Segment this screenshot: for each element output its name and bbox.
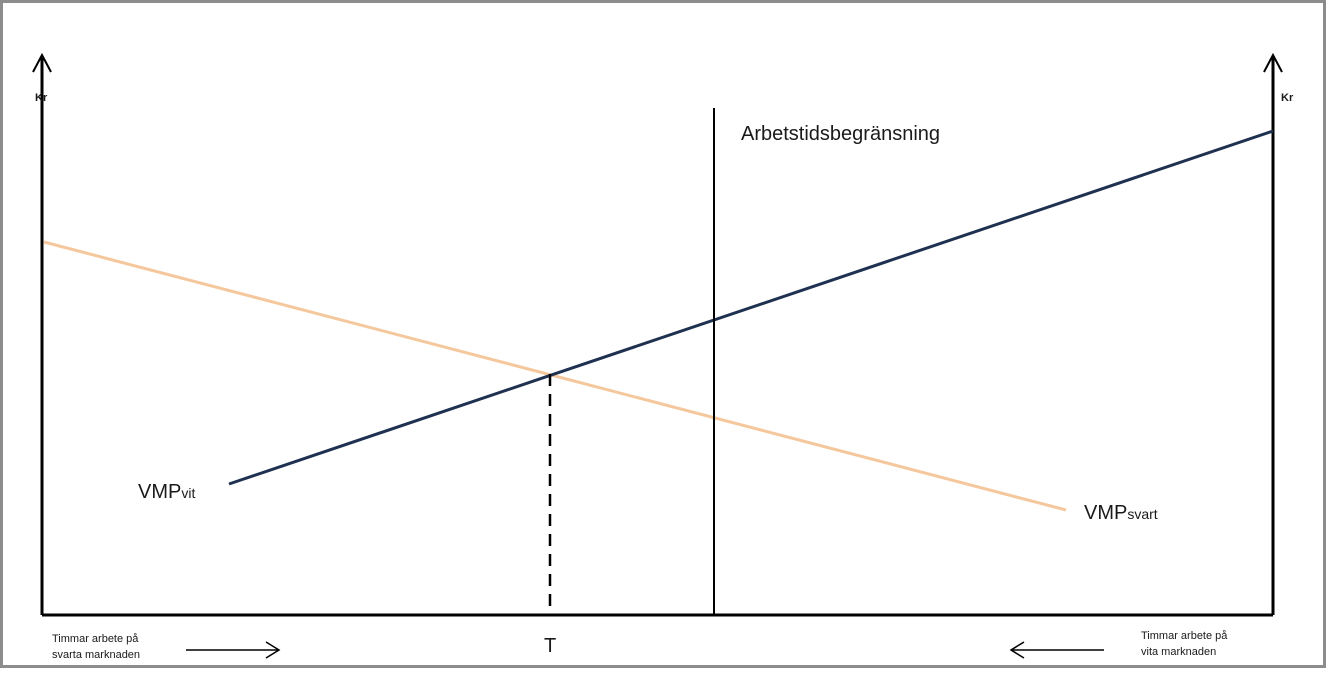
bottom-left-caption-line2: svarta marknaden [52,649,140,661]
vmp-vit-line [228,129,1274,486]
vmp-svart-sub: svart [1127,506,1157,522]
vmp-vit-sub: vit [181,485,195,501]
vmp-vit-main: VMP [138,481,181,503]
bottom-right-caption-line1: Timmar arbete på [1141,630,1228,642]
left-axis-arrowhead [32,52,52,73]
vmp-svart-main: VMP [1084,502,1127,524]
vmp-svart-label: VMPsvart [1084,502,1158,524]
right-axis-arrowhead [1263,52,1283,73]
vmp-vit-label: VMPvit [138,481,195,503]
bottom-right-caption-line2: vita marknaden [1141,646,1216,658]
left-axis-label: Kr [35,92,48,104]
right-arrow-icon [265,641,281,659]
vmp-svart-line [43,240,1067,512]
right-axis-label: Kr [1281,92,1294,104]
t-label: T [544,635,556,657]
left-arrow-icon [1009,641,1025,659]
arbetstidsbegransning-label: Arbetstidsbegränsning [741,123,940,145]
bottom-left-caption-line1: Timmar arbete på [52,633,139,645]
